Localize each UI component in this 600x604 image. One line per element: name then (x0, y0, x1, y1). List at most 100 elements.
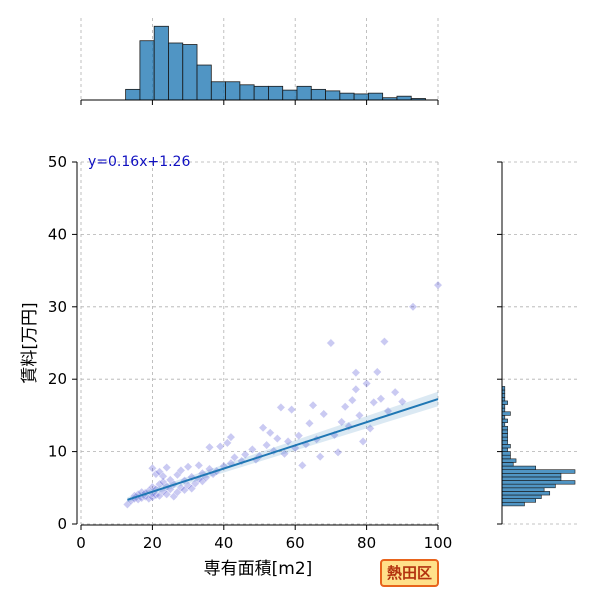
top-histogram-bar (125, 88, 141, 101)
data-point (333, 447, 343, 457)
data-point (162, 463, 172, 473)
right-histogram-bar (501, 418, 508, 423)
regression-equation: y=0.16x+1.26 (88, 154, 190, 170)
data-point (190, 478, 200, 488)
data-point (283, 436, 293, 446)
regression-line (127, 398, 439, 501)
top-histogram-bar (396, 95, 412, 101)
data-point (372, 367, 382, 377)
data-point (340, 402, 350, 412)
data-point (215, 442, 225, 452)
right-histogram-bar (501, 411, 511, 416)
data-point (397, 397, 407, 407)
data-point (276, 402, 286, 412)
data-point (151, 469, 161, 479)
data-point (408, 302, 418, 312)
top-histogram-bar (182, 44, 198, 101)
data-point (194, 460, 204, 470)
district-badge: 熱田区 (380, 559, 440, 587)
data-point (272, 434, 282, 444)
top-histogram-bar (139, 40, 155, 101)
data-point (165, 475, 175, 485)
y-tick-label: 20 (48, 370, 67, 388)
right-histogram-bar (501, 444, 511, 449)
data-point (169, 492, 179, 501)
right-histogram-bar (501, 458, 517, 463)
top-histogram-bar (325, 90, 341, 101)
top-histogram-bar (310, 88, 326, 101)
data-point (197, 476, 207, 486)
data-point (183, 462, 193, 472)
data-point (280, 449, 289, 459)
data-point (287, 405, 297, 415)
right-histogram-bar (501, 476, 562, 481)
right-histogram-bar (501, 494, 542, 499)
top-histogram-bar (353, 93, 369, 101)
data-point (158, 477, 168, 487)
data-point (433, 280, 443, 290)
data-point (226, 432, 236, 442)
data-point (197, 468, 207, 478)
right-histogram-bar (501, 465, 536, 470)
y-axis-label: 賃料[万円] (20, 302, 40, 383)
data-point (294, 431, 304, 441)
right-histogram-bar (501, 436, 508, 442)
data-point (319, 409, 329, 419)
x-tick-label: 80 (357, 534, 376, 552)
x-tick-label: 60 (286, 534, 305, 552)
y-tick-label: 10 (48, 443, 67, 461)
data-point (247, 444, 257, 454)
data-point (183, 481, 193, 491)
data-point (158, 471, 168, 481)
data-point (337, 417, 347, 427)
right-histogram-bar (501, 473, 562, 478)
right-histogram-bar (501, 501, 525, 507)
right-histogram (497, 161, 580, 525)
data-point (222, 438, 232, 448)
right-histogram-bar (501, 447, 508, 452)
data-point (390, 387, 400, 397)
y-tick-label: 0 (57, 515, 67, 533)
right-histogram-bar (501, 462, 514, 467)
right-histogram-bar (501, 487, 545, 492)
data-point (326, 338, 336, 348)
data-point (351, 384, 361, 394)
data-point (265, 428, 275, 438)
data-point (354, 410, 364, 420)
right-histogram-bar (501, 425, 508, 431)
data-point (351, 368, 361, 378)
data-point (205, 442, 215, 452)
right-histogram-bar (501, 400, 508, 405)
top-histogram-bar (268, 85, 284, 101)
x-tick-label: 20 (143, 534, 162, 552)
data-point (369, 397, 379, 407)
right-histogram-bar (501, 480, 576, 485)
data-point (379, 337, 389, 347)
data-point (315, 452, 325, 462)
main-scatter-plot: 0 20 40 60 80 100 0 10 20 30 40 50 専有面積[m2] 賃料[万円] y=0… (20, 153, 452, 579)
data-point (230, 452, 239, 462)
data-point (155, 467, 165, 477)
data-point (347, 395, 357, 405)
top-histogram-bar (225, 81, 241, 101)
top-histogram-bar (367, 92, 384, 101)
x-tick-label: 40 (214, 534, 233, 552)
data-point (365, 423, 375, 433)
top-histogram (80, 18, 439, 105)
top-histogram-bar (210, 81, 226, 101)
top-histogram-bar (153, 25, 169, 101)
data-point (297, 460, 307, 470)
top-histogram-bar (196, 64, 212, 101)
data-point (176, 465, 186, 475)
right-histogram-bar (501, 429, 508, 434)
data-point (304, 418, 314, 428)
data-point (308, 400, 318, 410)
right-histogram-bar (501, 491, 551, 496)
right-histogram-bar (501, 451, 511, 456)
data-point (358, 436, 368, 446)
data-point (362, 379, 372, 389)
y-tick-label: 40 (48, 225, 67, 243)
top-histogram-bar (168, 42, 184, 101)
